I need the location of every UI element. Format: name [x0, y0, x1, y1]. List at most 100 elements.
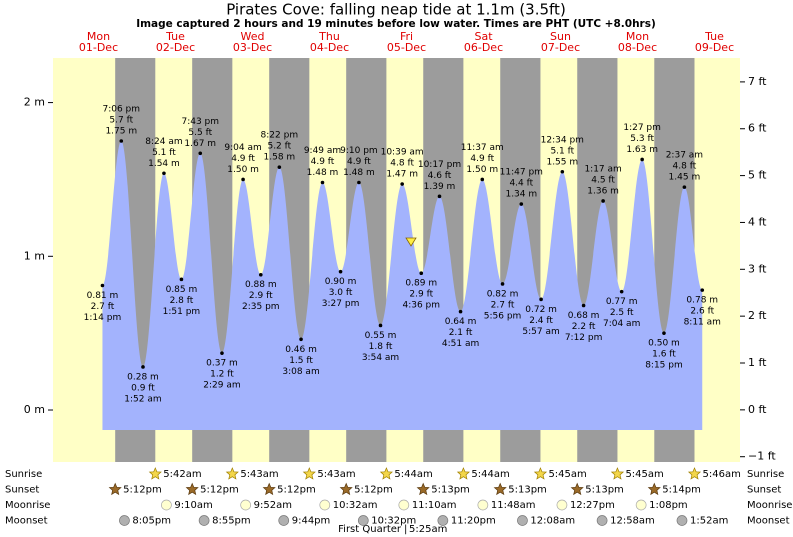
tide-label: 1.50 m: [227, 165, 259, 175]
y2-tick-label: 4 ft: [748, 215, 767, 228]
tide-point: [179, 277, 184, 282]
event-icon: [148, 467, 162, 480]
tide-point: [419, 271, 424, 276]
plot-layer: [48, 81, 745, 458]
tide-label: 0.72 m: [525, 305, 557, 315]
day-weekday: Tue: [165, 30, 185, 43]
event-time: 5:14pm: [662, 485, 701, 496]
tide-point: [277, 165, 282, 169]
tide-point: [700, 288, 705, 292]
event-time: 9:10am: [174, 500, 212, 511]
tide-label: 3.0 ft: [329, 288, 353, 298]
tide-label: 4.9 ft: [231, 154, 255, 164]
tide-label: 1.50 m: [466, 165, 498, 175]
tide-label: 1:14 pm: [84, 313, 122, 323]
event-icon: [517, 515, 528, 526]
tide-label: 5:56 pm: [484, 311, 522, 321]
tide-label: 2.7 ft: [491, 300, 515, 310]
event-icon: [185, 482, 199, 496]
tide-label: 7:04 am: [603, 319, 640, 329]
event-icon: [477, 499, 489, 511]
tide-label: 4.5 ft: [591, 175, 615, 185]
event-icon: [610, 467, 625, 480]
event-time: 1:08pm: [649, 500, 688, 511]
day-date: 02-Dec: [156, 41, 195, 54]
event-icon: [240, 499, 252, 511]
y2-tick-label: 6 ft: [748, 122, 767, 135]
tide-label: 11:37 am: [461, 143, 504, 153]
y-tick-label: 1 m: [24, 249, 45, 262]
tide-label: 0.55 m: [365, 331, 397, 341]
tide-label: 1:27 pm: [623, 123, 661, 133]
event-icon: [119, 515, 130, 526]
tide-point: [480, 177, 485, 182]
tide-label: 9:49 am: [304, 146, 341, 156]
marks-layer: [100, 139, 705, 526]
tide-label: 0.37 m: [206, 359, 238, 369]
tide-point: [357, 180, 361, 185]
tide-point: [162, 171, 166, 176]
event-time: 5:46am: [703, 469, 741, 480]
event-time: 8:55pm: [212, 516, 251, 527]
tide-label: 1.48 m: [307, 168, 339, 178]
tide-label: 2:37 am: [666, 151, 703, 161]
event-time: 5:44am: [471, 469, 509, 480]
y2-tick-label: −1 ft: [748, 450, 776, 463]
tide-label: 4.9 ft: [347, 157, 371, 167]
day-date: 03-Dec: [233, 41, 272, 54]
tide-point: [198, 151, 203, 156]
event-row-label: Sunrise: [747, 469, 784, 480]
tide-point: [400, 182, 404, 186]
event-time: 11:20pm: [451, 516, 496, 527]
event-icon: [570, 482, 584, 496]
tide-label: 7:12 pm: [565, 333, 603, 343]
event-row-label: Sunset: [747, 485, 781, 496]
tide-label: 2:35 pm: [242, 302, 280, 312]
y2-tick-label: 0 ft: [748, 403, 767, 416]
day-date: 06-Dec: [464, 41, 503, 54]
tide-point: [560, 169, 565, 174]
tide-label: 2.6 ft: [690, 307, 714, 317]
event-icon: [339, 482, 353, 496]
y-tick-label: 2 m: [24, 96, 45, 109]
event-row-label: Sunrise: [5, 469, 42, 480]
tide-label: 4:36 pm: [402, 301, 440, 311]
tide-label: 0.78 m: [686, 296, 718, 306]
event-row-label: Moonset: [747, 516, 790, 527]
tide-label: 0.68 m: [568, 311, 600, 321]
day-weekday: Thu: [318, 30, 340, 43]
tide-label: 1.5 ft: [289, 356, 313, 366]
tide-label: 0.82 m: [487, 289, 519, 299]
event-time: 5:45am: [548, 469, 586, 480]
now-marker: [405, 237, 417, 247]
event-icon: [493, 482, 507, 496]
tide-label: 9:10 pm: [340, 146, 378, 156]
tide-label: 1.2 ft: [210, 370, 234, 380]
tide-label: 4:51 am: [442, 339, 479, 349]
tide-point: [338, 269, 343, 274]
tide-point: [141, 365, 145, 369]
tide-label: 1.6 ft: [652, 350, 676, 360]
tide-area: [102, 141, 703, 430]
tide-label: 7:06 pm: [102, 105, 140, 115]
event-icon: [416, 482, 430, 496]
tide-point: [100, 283, 105, 288]
event-row-label: Moonset: [5, 516, 48, 527]
tide-label: 0.50 m: [648, 339, 680, 349]
tide-point: [539, 297, 543, 302]
event-icon: [437, 515, 449, 526]
event-icon: [161, 499, 172, 511]
tide-point: [220, 351, 224, 355]
event-icon: [687, 467, 702, 480]
tide-label: 5.1 ft: [152, 148, 176, 158]
day-date: 04-Dec: [310, 41, 349, 54]
event-icon: [596, 515, 608, 526]
tide-label: 0.85 m: [166, 285, 198, 295]
event-icon: [379, 467, 393, 480]
tide-point: [500, 282, 505, 286]
tide-label: 5:57 am: [522, 327, 559, 337]
event-time: 8:05pm: [132, 516, 171, 527]
tide-label: 2.8 ft: [170, 296, 194, 306]
event-time: 5:43am: [240, 469, 278, 480]
tide-label: 3:54 am: [362, 353, 399, 363]
